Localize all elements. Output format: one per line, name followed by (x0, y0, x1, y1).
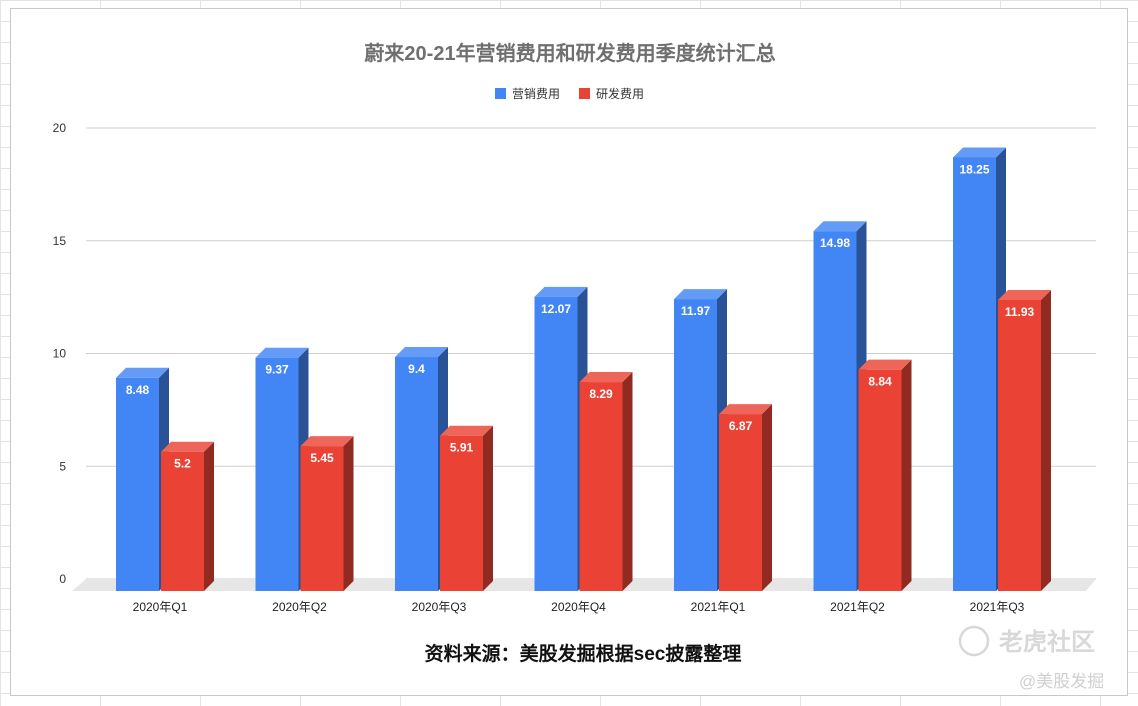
bar-top-face (858, 359, 912, 370)
bar-top-face (534, 286, 588, 297)
bar-rnd: 8.29 (579, 372, 633, 591)
bar-front-face (858, 369, 902, 591)
bar-top-face (116, 367, 169, 378)
bar-front-face (255, 357, 299, 591)
y-tick-label: 20 (53, 121, 67, 135)
bar-top-face (440, 425, 493, 436)
bar-front-face (719, 414, 762, 591)
x-tick-label: 2020年Q1 (133, 600, 188, 614)
source-note: 资料来源：美股发掘根据sec披露整理 (425, 642, 742, 665)
data-label: 8.29 (589, 387, 613, 401)
data-label: 9.4 (408, 362, 425, 376)
bar-rnd: 11.93 (998, 289, 1051, 591)
bars: 8.48 5.2 9.37 5.45 9.4 5.91 12.07 8.29 11.97 6.87… (116, 147, 1051, 592)
bar-top-face (255, 347, 309, 358)
bar-top-face (953, 147, 1006, 158)
bar-front-face (116, 377, 159, 591)
data-label: 18.25 (959, 162, 989, 176)
data-label: 11.93 (1005, 305, 1035, 319)
x-tick-label: 2020年Q4 (551, 600, 606, 614)
watermark-brand: 老虎社区 (999, 628, 1095, 656)
bar-side-face (762, 404, 772, 591)
bar-top-face (998, 289, 1051, 300)
y-tick-label: 10 (53, 347, 67, 361)
bar-front-face (674, 299, 717, 591)
bar-side-face (204, 441, 214, 591)
legend-label-rnd: 研发费用 (596, 86, 644, 101)
bar-front-face (300, 446, 344, 591)
bar-side-face (1041, 289, 1051, 591)
bar-front-face (813, 231, 857, 592)
bar-front-face (161, 451, 204, 591)
data-label: 5.91 (450, 441, 474, 455)
bar-top-face (300, 436, 354, 447)
y-tick-label: 15 (53, 234, 67, 248)
bar-side-face (901, 359, 912, 591)
data-label: 9.37 (265, 363, 289, 377)
x-tick-label: 2021年Q1 (691, 600, 746, 614)
bar-marketing: 8.48 (116, 367, 169, 591)
bar-rnd: 5.45 (300, 436, 354, 591)
bar-side-face (343, 436, 354, 591)
bar-rnd: 6.87 (719, 404, 772, 591)
data-label: 5.2 (174, 457, 191, 471)
x-axis: 2020年Q1 2020年Q2 2020年Q3 2020年Q4 2021年Q1 2021年… (133, 600, 1025, 614)
bar-top-face (161, 441, 214, 452)
data-label: 12.07 (541, 302, 571, 316)
y-tick-label: 5 (59, 459, 66, 473)
bar-front-face (395, 357, 438, 591)
data-label: 11.97 (681, 304, 711, 318)
bar-top-face (579, 372, 633, 383)
bar-rnd: 5.91 (440, 425, 493, 591)
bar-rnd: 5.2 (161, 441, 214, 591)
chart-title: 蔚来20-21年营销费用和研发费用季度统计汇总 (364, 41, 775, 65)
legend-label-marketing: 营销费用 (512, 87, 560, 101)
chart-container: 蔚来20-21年营销费用和研发费用季度统计汇总 营销费用 研发费用 0 5 10 15… (10, 8, 1128, 696)
bar-front-face (534, 296, 578, 591)
bar-front-face (579, 382, 623, 591)
data-label: 8.84 (868, 375, 892, 389)
watermark-handle: @美股发掘 (1019, 672, 1104, 691)
watermark: 老虎社区 @美股发掘 (958, 625, 1104, 691)
bar-side-face (622, 372, 633, 591)
x-tick-label: 2020年Q2 (272, 600, 327, 614)
legend-swatch-rnd (579, 88, 590, 99)
bar-marketing: 12.07 (534, 286, 588, 591)
x-tick-label: 2021年Q2 (830, 600, 885, 614)
chart-canvas: 蔚来20-21年营销费用和研发费用季度统计汇总 营销费用 研发费用 0 5 10 15… (53, 41, 1105, 691)
bar-top-face (395, 347, 448, 358)
bar-top-face (719, 404, 772, 415)
legend-swatch-marketing (495, 88, 506, 99)
bar-front-face (440, 435, 483, 591)
bar-top-face (813, 221, 867, 232)
bar-front-face (998, 299, 1041, 591)
data-label: 14.98 (820, 236, 850, 250)
y-axis: 0 5 10 15 20 (53, 121, 67, 586)
legend: 营销费用 研发费用 (495, 86, 644, 101)
data-label: 5.45 (310, 451, 334, 465)
y-tick-label: 0 (59, 572, 66, 586)
x-tick-label: 2021年Q3 (970, 600, 1025, 614)
bar-side-face (483, 425, 493, 591)
data-label: 6.87 (729, 419, 753, 433)
bar-top-face (674, 289, 727, 300)
x-tick-label: 2020年Q3 (412, 600, 467, 614)
bar-front-face (953, 157, 996, 591)
bar-rnd: 8.84 (858, 359, 912, 591)
data-label: 8.48 (126, 383, 150, 397)
tiger-logo-icon (958, 625, 990, 657)
